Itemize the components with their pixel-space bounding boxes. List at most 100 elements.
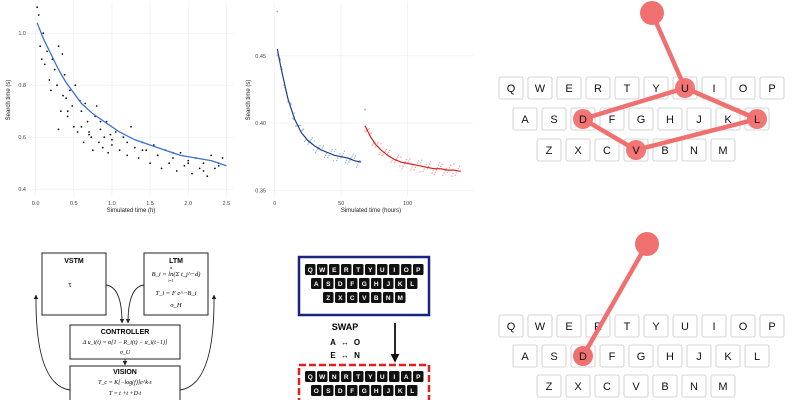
data-point [347,163,349,165]
mini-key-d: D [335,385,346,396]
key-f[interactable]: F [599,344,625,368]
data-point [316,150,318,152]
data-point [118,149,121,152]
key-w[interactable]: W [527,76,553,100]
data-point [49,89,52,92]
key-v[interactable]: V [623,374,649,398]
mini-key-label: H [374,281,379,288]
data-point [101,146,104,149]
swap-layout-diagram: Q W E R T Y U I O PA S D F G H J K LZ X C V B N M SWAP A ↔ O E … [297,255,431,400]
data-point [198,167,201,170]
key-s[interactable]: S [541,107,567,131]
data-point [444,170,446,172]
data-point [84,102,87,105]
key-b[interactable]: B [652,374,678,398]
key-n[interactable]: N [681,374,707,398]
key-l[interactable]: L [744,344,770,368]
key-y[interactable]: Y [643,314,669,338]
key-p[interactable]: P [759,314,785,338]
rule1-left: A [330,338,336,347]
key-h[interactable]: H [657,344,683,368]
fixation-u [675,78,695,98]
data-point [371,144,373,146]
key-q[interactable]: Q [498,76,524,100]
data-point [335,159,338,162]
key-label: L [754,351,760,363]
gaze-trace [580,12,760,153]
key-q[interactable]: Q [498,314,524,338]
data-point [441,163,443,165]
key-n[interactable]: N [681,138,707,162]
mini-key-label: O [404,267,409,274]
key-o[interactable]: O [730,314,756,338]
data-point [39,45,42,48]
key-label: E [565,321,572,333]
data-point [281,68,284,71]
data-point [327,156,329,159]
data-point [359,159,361,162]
mini-key-k: K [395,385,406,396]
chart-search-time-hours: 0.0 0.5 1.0 1.5 2.0 2.5 0.4 0.6 0.8 1.0 Simulate… [6,2,234,214]
key-g[interactable]: G [628,344,654,368]
data-point [63,73,66,76]
mini-key-label: U [380,267,385,274]
data-point [404,161,407,163]
data-point [413,168,415,171]
key-label: Y [652,321,660,333]
key-z[interactable]: Z [536,374,562,398]
key-x[interactable]: X [565,374,591,398]
data-point [86,120,89,123]
mini-key-p: P [413,371,424,382]
data-point [385,148,388,151]
key-e[interactable]: E [556,76,582,100]
key-label: O [739,321,748,333]
key-i[interactable]: I [701,314,727,338]
key-p[interactable]: P [759,76,785,100]
mini-key-label: K [398,388,403,395]
mini-key-label: G [362,388,367,395]
key-m[interactable]: M [710,138,736,162]
mini-key-n: N [383,292,394,303]
key-k[interactable]: K [715,344,741,368]
key-z[interactable]: Z [536,138,562,162]
key-a[interactable]: A [512,344,538,368]
key-c[interactable]: C [594,138,620,162]
key-s[interactable]: S [541,344,567,368]
data-point [187,159,190,162]
fixation-start [635,232,659,256]
y-tick-label: 0.40 [255,121,266,127]
key-x[interactable]: X [565,138,591,162]
data-point [53,68,56,71]
key-a[interactable]: A [512,107,538,131]
mini-key-label: P [416,374,421,381]
mini-key-label: R [344,374,349,381]
key-label: H [666,351,674,363]
rule2-right: N [354,351,360,360]
key-g[interactable]: G [628,107,654,131]
key-w[interactable]: W [527,314,553,338]
data-point [130,125,132,128]
key-t[interactable]: T [614,76,640,100]
series-line [364,125,461,173]
key-h[interactable]: H [657,107,683,131]
key-j[interactable]: J [686,344,712,368]
key-r[interactable]: R [585,76,611,100]
key-t[interactable]: T [614,314,640,338]
ltm-eq-sum-lower: i=1 [168,278,173,283]
mini-key-label: G [362,281,367,288]
vision-title: VISION [113,369,137,376]
mini-key-label: W [319,374,326,381]
key-label: P [768,83,775,95]
key-label: S [550,114,557,126]
data-point [328,154,330,157]
key-u[interactable]: U [672,314,698,338]
key-m[interactable]: M [710,374,736,398]
key-e[interactable]: E [556,314,582,338]
key-c[interactable]: C [594,374,620,398]
data-point [445,167,448,170]
data-point [411,167,413,169]
key-o[interactable]: O [730,76,756,100]
key-j[interactable]: J [686,107,712,131]
data-point [183,164,186,167]
mini-key-t: T [353,371,364,382]
